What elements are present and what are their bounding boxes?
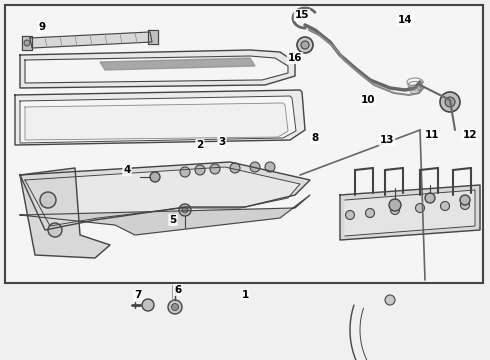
Text: 14: 14 — [398, 15, 412, 25]
Circle shape — [301, 41, 309, 49]
Circle shape — [40, 192, 56, 208]
Text: 13: 13 — [380, 135, 394, 145]
Text: 9: 9 — [38, 22, 46, 32]
Circle shape — [461, 201, 469, 210]
Polygon shape — [20, 50, 295, 88]
Text: 16: 16 — [288, 53, 302, 63]
Circle shape — [195, 165, 205, 175]
Circle shape — [142, 299, 154, 311]
Circle shape — [265, 162, 275, 172]
Polygon shape — [20, 195, 310, 235]
Text: 6: 6 — [174, 285, 182, 295]
Text: 3: 3 — [219, 137, 225, 147]
Polygon shape — [25, 167, 300, 226]
Text: 8: 8 — [311, 133, 318, 143]
Polygon shape — [20, 96, 296, 143]
Polygon shape — [345, 190, 475, 236]
Polygon shape — [22, 36, 32, 50]
Text: 5: 5 — [170, 215, 176, 225]
Bar — [5, 5, 483, 283]
Circle shape — [168, 300, 182, 314]
Circle shape — [416, 203, 424, 212]
Circle shape — [230, 163, 240, 173]
Polygon shape — [15, 90, 305, 145]
Circle shape — [441, 202, 449, 211]
Text: 12: 12 — [463, 130, 477, 140]
Polygon shape — [25, 56, 288, 83]
Circle shape — [297, 37, 313, 53]
Circle shape — [345, 211, 354, 220]
Polygon shape — [100, 58, 255, 70]
Text: 11: 11 — [425, 130, 439, 140]
Circle shape — [250, 162, 260, 172]
Circle shape — [440, 92, 460, 112]
Circle shape — [445, 97, 455, 107]
Circle shape — [391, 206, 399, 215]
Text: 7: 7 — [134, 290, 142, 300]
Circle shape — [150, 172, 160, 182]
Circle shape — [48, 223, 62, 237]
Polygon shape — [20, 162, 310, 230]
Polygon shape — [20, 168, 110, 258]
Polygon shape — [340, 185, 480, 240]
Circle shape — [385, 295, 395, 305]
Text: 4: 4 — [123, 165, 131, 175]
Text: 2: 2 — [196, 140, 204, 150]
Polygon shape — [148, 30, 158, 44]
Text: 15: 15 — [295, 10, 309, 20]
Circle shape — [172, 303, 178, 310]
Circle shape — [180, 167, 190, 177]
Circle shape — [460, 195, 470, 205]
Circle shape — [182, 207, 188, 213]
Polygon shape — [25, 103, 288, 140]
Circle shape — [425, 193, 435, 203]
Circle shape — [179, 204, 191, 216]
Circle shape — [210, 164, 220, 174]
Circle shape — [24, 40, 30, 46]
Polygon shape — [30, 32, 152, 48]
Circle shape — [389, 199, 401, 211]
Text: 10: 10 — [361, 95, 375, 105]
Circle shape — [366, 208, 374, 217]
Text: 1: 1 — [242, 290, 248, 300]
